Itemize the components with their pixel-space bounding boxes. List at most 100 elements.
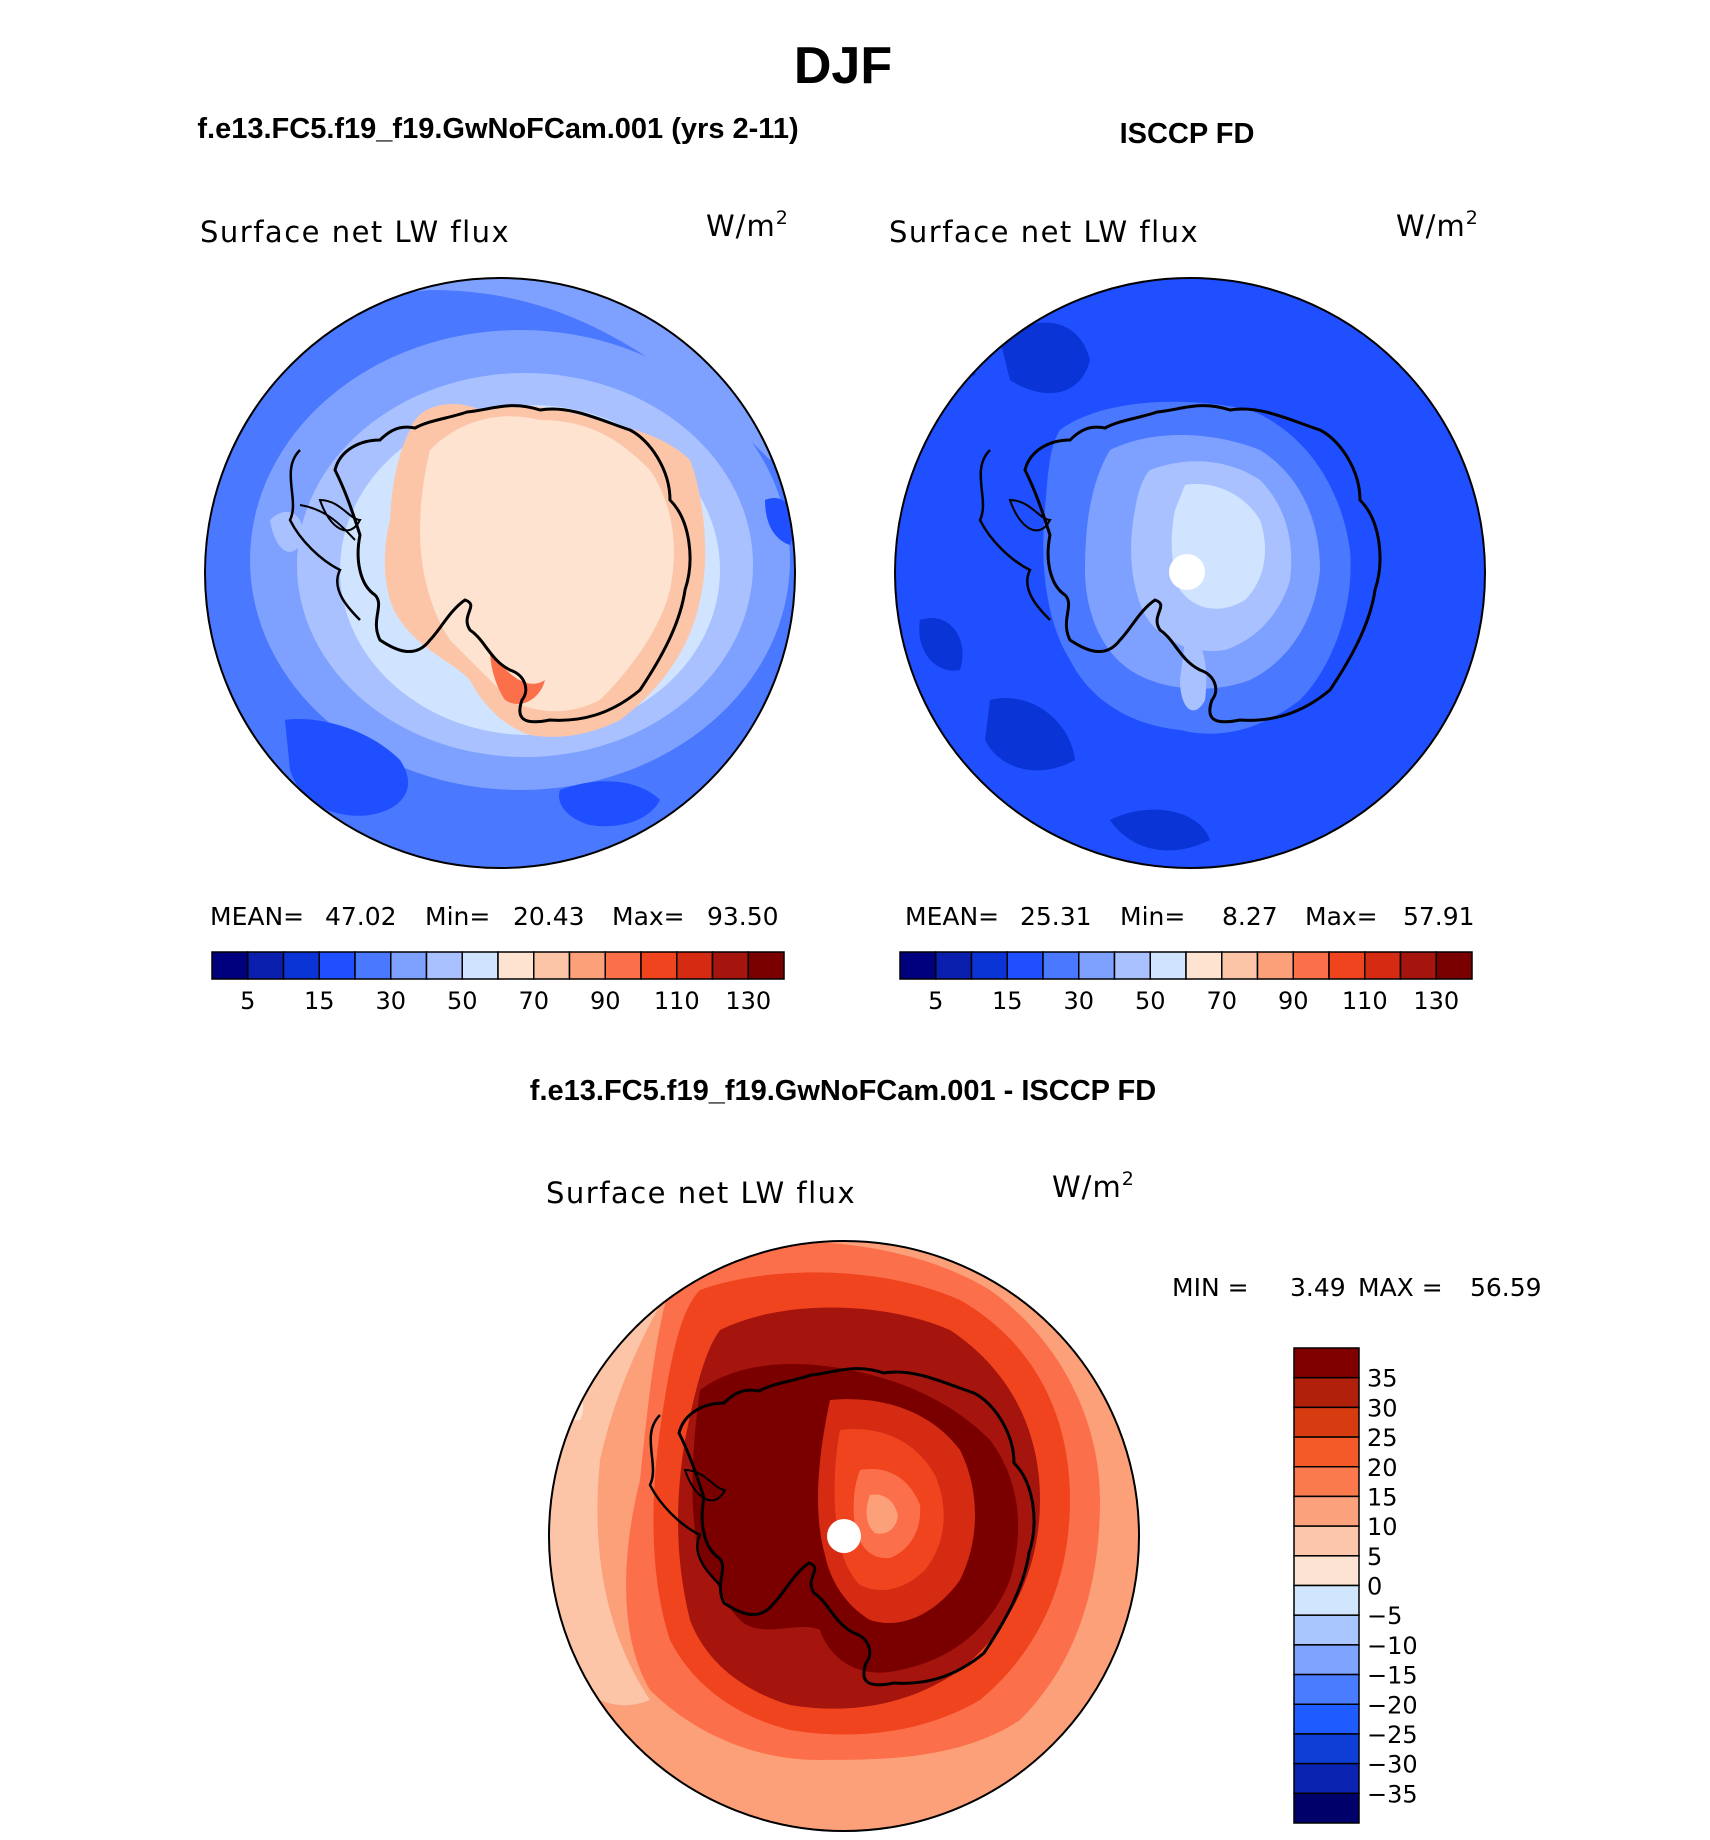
- colorbar-swatch: [1006, 951, 1044, 980]
- panel-a-max-label: Max=: [612, 902, 685, 931]
- diff-min-label: MIN =: [1172, 1273, 1249, 1302]
- diff-units-label: W/m2: [1052, 1168, 1135, 1204]
- colorbar-swatch: [1293, 1525, 1360, 1557]
- colorbar-swatch: [318, 951, 356, 980]
- panel-obs: Surface net LW flux W/m2 MEAN= 25.31 Min…: [889, 207, 1486, 1015]
- colorbar-tick-label: 110: [1342, 987, 1388, 1015]
- panel-a-units-label: W/m2: [706, 207, 789, 243]
- colorbar-tick-label: 5: [1367, 1543, 1382, 1571]
- colorbar-swatch: [1293, 1584, 1360, 1616]
- diff-variable-label: Surface net LW flux: [546, 1176, 856, 1210]
- colorbar-tick-label: 130: [725, 987, 771, 1015]
- colorbar-swatch: [1293, 1495, 1360, 1527]
- panel-a-min-label: Min=: [425, 902, 490, 931]
- colorbar-swatch: [533, 951, 571, 980]
- colorbar-tick-label: 5: [240, 987, 255, 1015]
- colorbar-tick-label: 15: [304, 987, 335, 1015]
- panel-a-variable-label: Surface net LW flux: [200, 215, 510, 249]
- panel-b-mean-label: MEAN=: [905, 902, 999, 931]
- panel-b-colorbar: [899, 951, 1473, 980]
- colorbar-swatch: [282, 951, 320, 980]
- panel-a-map: [205, 278, 795, 868]
- colorbar-swatch: [1293, 1436, 1360, 1468]
- colorbar-tick-label: 110: [654, 987, 700, 1015]
- season-title: DJF: [794, 37, 892, 95]
- colorbar-tick-label: 15: [992, 987, 1023, 1015]
- panel-b-colorbar-ticks: 5 15 30 50 70 90 110 130: [928, 987, 1459, 1015]
- panel-diff: Surface net LW flux W/m2 MIN = 3.49 MAX …: [546, 1168, 1542, 1832]
- colorbar-swatch: [1293, 1644, 1360, 1676]
- colorbar-swatch: [1293, 1555, 1360, 1587]
- colorbar-tick-label: 35: [1367, 1365, 1398, 1393]
- colorbar-swatch: [425, 951, 463, 980]
- colorbar-tick-label: 15: [1367, 1483, 1398, 1511]
- colorbar-swatch: [1078, 951, 1116, 980]
- colorbar-tick-label: −15: [1367, 1662, 1418, 1690]
- colorbar-swatch: [390, 951, 428, 980]
- colorbar-swatch: [640, 951, 678, 980]
- colorbar-tick-label: 70: [518, 987, 549, 1015]
- colorbar-tick-label: −35: [1367, 1780, 1418, 1808]
- diff-case-title: f.e13.FC5.f19_f19.GwNoFCam.001 - ISCCP F…: [530, 1075, 1156, 1107]
- colorbar-swatch: [1256, 951, 1294, 980]
- colorbar-swatch: [1221, 951, 1259, 980]
- diff-max-label: MAX =: [1358, 1273, 1443, 1302]
- panel-a-mean-value: 47.02: [325, 902, 397, 931]
- colorbar-swatch: [1435, 951, 1473, 980]
- colorbar-swatch: [1293, 1703, 1360, 1735]
- colorbar-tick-label: 90: [590, 987, 621, 1015]
- panel-b-max-value: 57.91: [1403, 902, 1475, 931]
- colorbar-swatch: [211, 951, 249, 980]
- panel-a-max-value: 93.50: [707, 902, 779, 931]
- colorbar-tick-label: 50: [1135, 987, 1166, 1015]
- panel-b-min-label: Min=: [1120, 902, 1185, 931]
- colorbar-tick-label: −20: [1367, 1691, 1418, 1719]
- panel-model: Surface net LW flux W/m2 MEAN= 47.02: [200, 207, 796, 1015]
- colorbar-swatch: [676, 951, 714, 980]
- colorbar-tick-label: −5: [1367, 1602, 1402, 1630]
- colorbar-tick-label: 50: [447, 987, 478, 1015]
- diff-min-value: 3.49: [1290, 1273, 1346, 1302]
- colorbar-swatch: [1113, 951, 1151, 980]
- colorbar-tick-label: 30: [1063, 987, 1094, 1015]
- panel-b-mean-value: 25.31: [1020, 902, 1092, 931]
- panel-b-case-title: ISCCP FD: [1120, 118, 1255, 150]
- colorbar-tick-label: 70: [1206, 987, 1237, 1015]
- colorbar-swatch: [970, 951, 1008, 980]
- colorbar-swatch: [247, 951, 285, 980]
- colorbar-swatch: [497, 951, 535, 980]
- colorbar-swatch: [899, 951, 937, 980]
- panel-a-min-value: 20.43: [513, 902, 585, 931]
- colorbar-tick-label: 30: [375, 987, 406, 1015]
- colorbar-tick-label: −30: [1367, 1751, 1418, 1779]
- colorbar-swatch: [1292, 951, 1330, 980]
- colorbar-swatch: [1293, 1733, 1360, 1765]
- colorbar-swatch: [461, 951, 499, 980]
- panel-b-max-label: Max=: [1305, 902, 1378, 931]
- colorbar-swatch: [1399, 951, 1437, 980]
- colorbar-swatch: [1293, 1762, 1360, 1795]
- colorbar-tick-label: 130: [1413, 987, 1459, 1015]
- colorbar-swatch: [711, 951, 749, 980]
- colorbar-tick-label: 20: [1367, 1454, 1398, 1482]
- colorbar-swatch: [1185, 951, 1223, 980]
- colorbar-swatch: [1293, 1376, 1360, 1409]
- colorbar-tick-label: 25: [1367, 1424, 1398, 1452]
- diff-map: [549, 1241, 1139, 1831]
- colorbar-tick-label: −25: [1367, 1721, 1418, 1749]
- colorbar-swatch: [1293, 1347, 1360, 1379]
- colorbar-swatch: [568, 951, 606, 980]
- colorbar-swatch: [1293, 1406, 1360, 1438]
- colorbar-tick-label: 0: [1367, 1573, 1382, 1601]
- panel-a-colorbar: [211, 951, 785, 980]
- panel-a-mean-label: MEAN=: [210, 902, 304, 931]
- colorbar-tick-label: 30: [1367, 1394, 1398, 1422]
- colorbar-swatch: [1293, 1673, 1360, 1705]
- diff-colorbar: [1293, 1347, 1360, 1824]
- panel-a-colorbar-ticks: 5 15 30 50 70 90 110 130: [240, 987, 771, 1015]
- colorbar-tick-label: 90: [1278, 987, 1309, 1015]
- colorbar-swatch: [747, 951, 785, 980]
- panel-a-case-title: f.e13.FC5.f19_f19.GwNoFCam.001 (yrs 2-11…: [197, 113, 798, 145]
- colorbar-tick-label: 10: [1367, 1513, 1398, 1541]
